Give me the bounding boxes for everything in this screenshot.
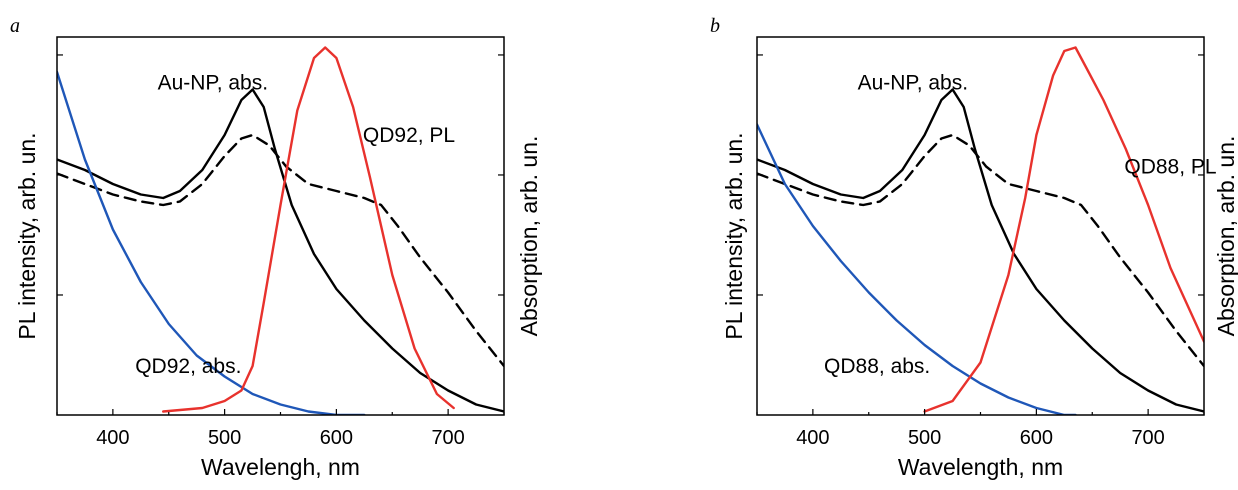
y-axis-label-left: PL intensity, arb. un. (14, 132, 40, 339)
y-axis-label-left: PL intensity, arb. un. (721, 132, 747, 339)
series-line-3 (162, 46, 455, 413)
x-tick-label: 400 (796, 427, 829, 449)
panel-label: b (710, 15, 720, 37)
annotation-label: Au-NP, abs. (858, 72, 969, 95)
chart-panel-a: a 400 500 600 700 Wavelengh, nm PL intensity, … (10, 15, 542, 480)
series-group (757, 46, 1204, 415)
x-tick-label: 700 (1131, 427, 1164, 449)
x-tick-label: 400 (96, 427, 129, 449)
annotation-label: QD88, PL (1124, 156, 1216, 179)
series-line-1 (757, 133, 1204, 368)
plot-frame (56, 36, 505, 416)
x-tick-label: 500 (908, 427, 941, 449)
x-axis-label: Wavelength, nm (898, 454, 1063, 480)
series-line-3 (923, 46, 1204, 413)
y-axis-label-right: Absorption, arb. un. (1213, 136, 1238, 337)
series-line-0 (757, 88, 1204, 413)
x-tick-label: 700 (431, 427, 464, 449)
x-axis-label: Wavelengh, nm (201, 454, 360, 480)
annotation-label: Au-NP, abs. (158, 72, 269, 95)
annotation-label: QD88, abs. (824, 355, 930, 378)
x-tick-label: 600 (1020, 427, 1053, 449)
x-tick-label: 500 (208, 427, 241, 449)
annotation-label: QD92, PL (363, 124, 455, 147)
panel-label: a (10, 15, 20, 37)
series-line-2 (57, 70, 366, 415)
series-group (57, 46, 504, 415)
series-line-1 (57, 133, 504, 368)
x-tick-label: 600 (320, 427, 353, 449)
series-line-0 (57, 88, 504, 413)
series-line-2 (757, 123, 1077, 415)
y-axis-label-right: Absorption, arb. un. (516, 136, 542, 337)
annotation-label: QD92, abs. (135, 355, 241, 378)
chart-panel-b: b 400 500 600 700 Wavelength, nm PL intensity,… (710, 15, 1238, 480)
